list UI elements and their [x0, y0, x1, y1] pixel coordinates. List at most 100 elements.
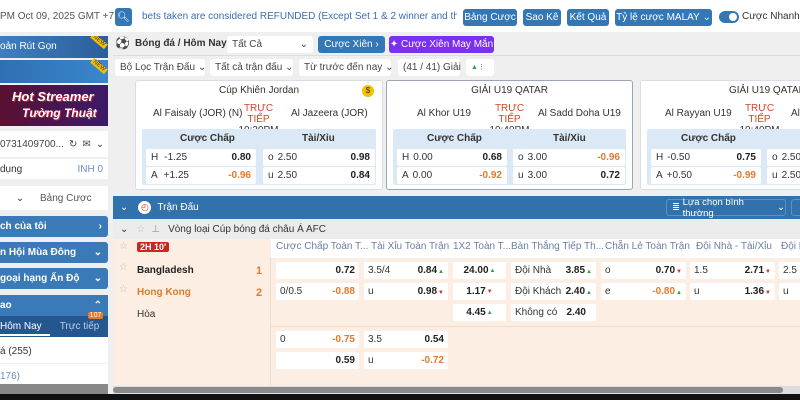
odds-cell[interactable]: Đội Khách 2.40▲	[511, 283, 596, 300]
sidebar-item-indian-league[interactable]: goại hạng Ấn Độ ⌄	[0, 268, 108, 289]
featured-match-card[interactable]: Cúp Khiên Jordan $ Al Faisaly (JOR) (N) …	[135, 80, 383, 190]
arrow-up-icon: ▲	[489, 267, 496, 274]
results-button[interactable]: Kết Quả	[567, 9, 609, 26]
lucky-parlay-button[interactable]: ✦ Cược Xiên May Mắn	[389, 36, 494, 53]
handicap-header: Cược Chấp	[427, 133, 482, 144]
sidebar-item-sports[interactable]: ao ⌃	[0, 295, 108, 316]
sport-item[interactable]: á (255)	[0, 337, 108, 364]
featured-match-card[interactable]: GIẢI U19 QATAR Al Khor U19 TRỰC TIẾP10:4…	[386, 80, 633, 190]
arrow-down-icon: ▼	[438, 290, 444, 296]
column-header: Đội Nhà - Tài/Xỉu	[696, 241, 772, 252]
subtab-today[interactable]: Hôm Nay	[0, 318, 50, 336]
promo-banner-2[interactable]: NEW	[0, 57, 108, 83]
odds-cell[interactable]: o 2.50 0.98	[263, 149, 375, 166]
odds-type-dropdown[interactable]: Tỷ lệ cược MALAY ⌄	[615, 9, 712, 26]
odds-cell[interactable]: 3.5 0.54	[364, 331, 448, 348]
odds-cell[interactable]: e -0.80▲	[601, 283, 686, 300]
odds-cell[interactable]: u 0.98▼	[364, 283, 448, 300]
odds-cell[interactable]: A 0.00 -0.92	[397, 167, 507, 184]
sort-button[interactable]: ▲ ⋮	[466, 59, 494, 76]
odds-cell[interactable]: 4.45 ▲	[453, 304, 506, 321]
away-team: Hong Kong	[137, 287, 191, 298]
new-badge: NEW	[90, 36, 108, 50]
menu-button[interactable]	[791, 199, 800, 216]
odds-cell[interactable]: 0.59	[276, 352, 359, 369]
market-select[interactable]: Tất Cả ⌄	[227, 36, 313, 53]
odds-cell[interactable]: 0.72	[276, 262, 359, 279]
league-count-button[interactable]: (41 / 41) Giải	[398, 59, 461, 76]
odds-cell[interactable]: Không có 2.40	[511, 304, 596, 321]
star-icon[interactable]: ☆	[119, 262, 128, 273]
odds-cell[interactable]: Đội Nhà 3.85▲	[511, 262, 596, 279]
star-icon[interactable]: ☆	[119, 241, 128, 252]
horizontal-scrollbar-thumb[interactable]	[113, 387, 783, 393]
mail-icon[interactable]: ✉	[82, 138, 91, 150]
sidebar-tabs: ⌄ Bảng Cược	[0, 186, 108, 210]
odds-cell[interactable]: o 2.50	[767, 149, 800, 166]
pin-icon[interactable]: ⊥	[151, 223, 161, 235]
side: u	[518, 170, 524, 181]
odds-cell[interactable]: A +1.25 -0.96	[146, 167, 256, 184]
match-filter-dropdown[interactable]: Bộ Lọc Trận Đấu ⌄	[115, 59, 206, 76]
odds-cell[interactable]: H -1.25 0.80	[146, 149, 256, 166]
tab-bet-list[interactable]: Bảng Cược	[40, 192, 92, 204]
streamer-title: Hot Streamer	[12, 89, 94, 104]
odds-cell[interactable]: 2.5	[779, 262, 800, 279]
home-team: Al Faisaly (JOR) (N)	[153, 108, 243, 119]
chevron-down-icon[interactable]: ⌄	[95, 138, 105, 150]
odds-cell[interactable]: H 0.00 0.68	[397, 149, 507, 166]
parlay-label: Cược Xiên	[324, 39, 373, 50]
horizontal-scrollbar-track[interactable]	[113, 386, 800, 394]
statement-button[interactable]: Sao Kê	[523, 9, 561, 26]
league-row[interactable]: ⌄ ☆ ⊥ Vòng loại Cúp bóng đá châu Á AFC	[113, 219, 800, 239]
period-dropdown[interactable]: Từ trước đến nay ⌄	[299, 59, 393, 76]
odds-cell[interactable]: 0 -0.75	[276, 331, 359, 348]
parlay-button[interactable]: Cược Xiên ›	[318, 36, 385, 53]
bet-list-button[interactable]: Bảng Cược	[463, 9, 517, 26]
line: 2.50	[277, 170, 298, 181]
sidebar-item-winter-event[interactable]: n Hội Mùa Đông ⌄	[0, 242, 108, 263]
subtab-live-label: Trực tiếp	[59, 321, 100, 332]
matches-section-header[interactable]: ⌄ ◴ Trận Đấu ≣ Lựa chọn bình thường ⌄	[113, 196, 800, 219]
search-button[interactable]: 🔍︎	[115, 8, 132, 26]
price: -0.96	[597, 152, 620, 163]
featured-match-card[interactable]: GIẢI U19 QATAR Al Rayyan U19 TRỰC TIẾP10…	[640, 80, 800, 190]
chevron-down-icon: ⌄	[699, 12, 711, 23]
odds-type-label: Tỷ lệ cược MALAY	[616, 12, 700, 23]
odds-cell[interactable]: A +0.50 -0.99	[651, 167, 761, 184]
odds-cell[interactable]: u 3.00 0.72	[513, 167, 625, 184]
odds-cell[interactable]: u 2.50	[767, 167, 800, 184]
star-icon[interactable]: ☆	[119, 284, 128, 295]
odds-cell[interactable]: H -0.50 0.75	[651, 149, 761, 166]
refresh-icon[interactable]: ↻	[68, 138, 78, 150]
chevron-down-icon[interactable]: ⌄	[15, 192, 25, 204]
odds-cell[interactable]: u -0.72	[364, 352, 448, 369]
odds-cell[interactable]: u	[779, 283, 800, 300]
odds-cell[interactable]: o 3.00 -0.96	[513, 149, 625, 166]
hot-streamer-banner[interactable]: Hot Streamer Tường Thuật	[0, 85, 108, 126]
line: 0	[280, 334, 286, 345]
odds-cell[interactable]: 3.5/4 0.84▲	[364, 262, 448, 279]
odds-cell[interactable]: o 0.70▼	[601, 262, 686, 279]
sidebar-item-favorites[interactable]: ch của tôi ›	[0, 216, 108, 237]
promo-banner-shortcut[interactable]: oản Rút Gọn NEW	[0, 36, 108, 58]
line: +1.25	[163, 170, 189, 181]
outcome: Không có	[515, 307, 558, 318]
view-mode-dropdown[interactable]: ≣ Lựa chọn bình thường ⌄	[666, 197, 786, 219]
chevron-up-icon: ⌃	[93, 300, 102, 311]
sidebar-scrollbar[interactable]	[0, 384, 108, 394]
odds-cell[interactable]: 24.00 ▲	[453, 262, 506, 279]
star-icon[interactable]: ☆	[136, 223, 146, 235]
all-matches-dropdown[interactable]: Tất cả trận đấu ⌄	[210, 59, 293, 76]
odds-cell[interactable]: u 1.36▼	[690, 283, 775, 300]
subtab-live[interactable]: Trực tiếp 107	[59, 312, 104, 332]
sport-breadcrumb: Bóng đá / Hôm Nay	[135, 38, 227, 49]
odds-cell[interactable]: 1.17 ▼	[453, 283, 506, 300]
match-row	[113, 258, 800, 385]
chevron-down-icon: ⌄	[120, 223, 129, 235]
odds-cell[interactable]: u 2.50 0.84	[263, 167, 375, 184]
sport-item[interactable]: 176)	[0, 371, 21, 382]
odds-cell[interactable]: 0/0.5 -0.88	[276, 283, 359, 300]
odds-cell[interactable]: 1.5 2.71▼	[690, 262, 775, 279]
quick-bet-toggle[interactable]	[719, 11, 739, 23]
